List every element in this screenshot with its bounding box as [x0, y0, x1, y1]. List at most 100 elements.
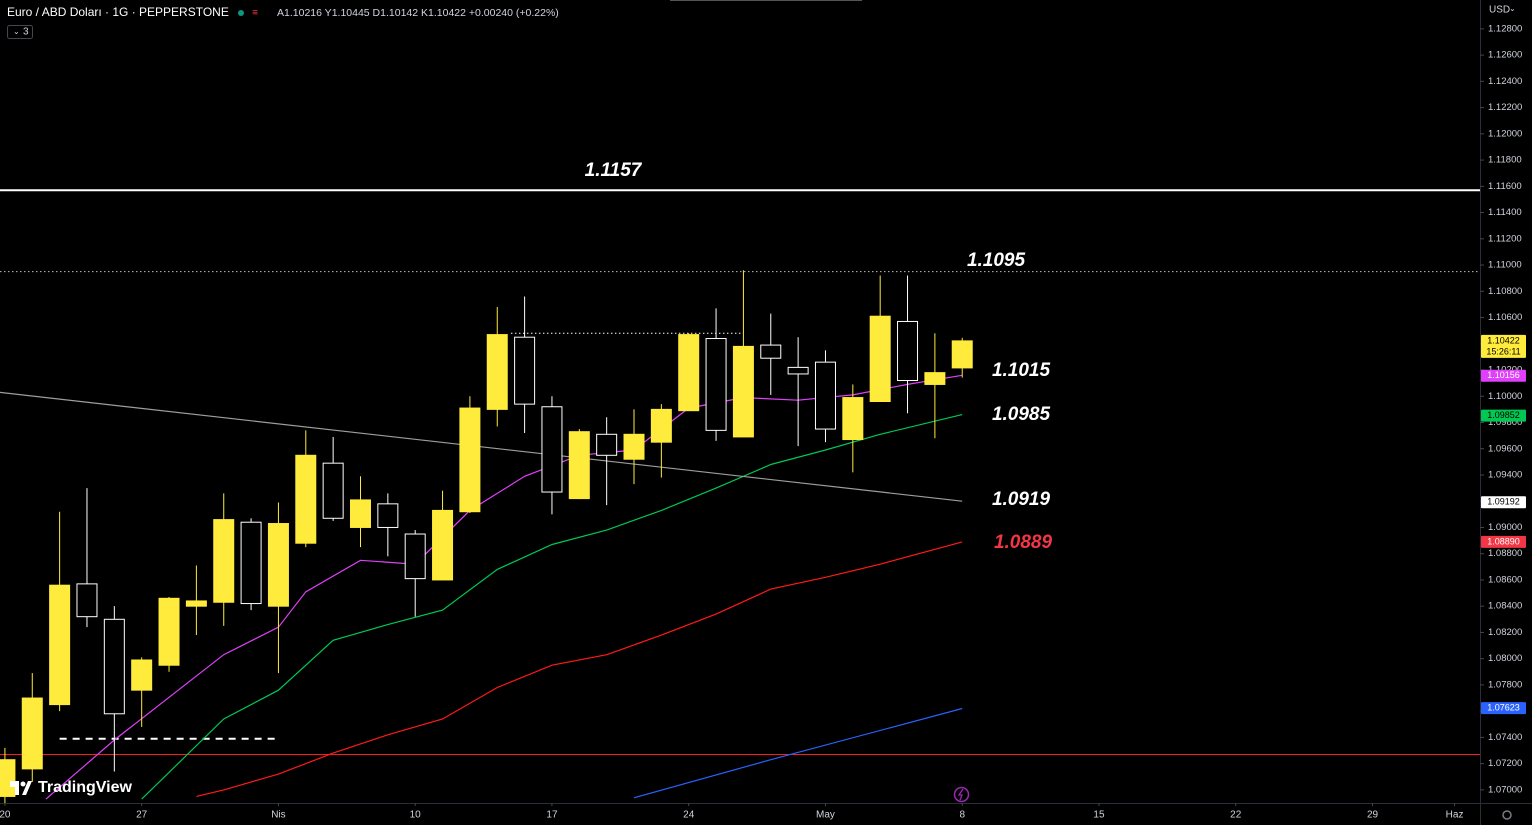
- lightning-glyph: [957, 788, 964, 801]
- y-tick-label: 1.10600: [1488, 312, 1522, 323]
- candle-body: [49, 584, 71, 706]
- lightning-icon[interactable]: [953, 786, 970, 803]
- plot-area: [0, 189, 1480, 803]
- y-tick-label: 1.08800: [1488, 548, 1522, 559]
- candle-body: [678, 334, 700, 412]
- candle-body: [596, 433, 618, 456]
- ohlc-values: A1.10216 Y1.10445 D1.10142 K1.10422 +0.0…: [277, 7, 559, 19]
- y-tick-label: 1.08400: [1488, 601, 1522, 612]
- x-tick-label: 22: [1230, 810, 1242, 821]
- y-tick-label: 1.11400: [1488, 207, 1522, 218]
- price-tag-label: 1.07623: [1487, 703, 1520, 713]
- price-tag: [1481, 409, 1526, 422]
- x-tick-label: 8: [959, 810, 965, 821]
- y-tick-label: 1.12800: [1488, 23, 1522, 34]
- annotation: 1.1015: [992, 360, 1051, 381]
- annotation: 1.0919: [992, 489, 1051, 510]
- x-tick-label: 27: [136, 810, 148, 821]
- price-tag-label: 1.09192: [1487, 497, 1520, 507]
- y-tick-label: 1.11000: [1488, 260, 1522, 271]
- candle-body: [459, 407, 481, 513]
- annotation: 1.0985: [992, 404, 1051, 425]
- y-tick-label: 1.10800: [1488, 286, 1522, 297]
- overlay-layer: 1.1157 1.1095 1.1015 1.0985 1.0919 1.0889: [585, 160, 1053, 553]
- y-tick-label: 1.08200: [1488, 627, 1522, 638]
- candle-body: [185, 600, 207, 607]
- candle-body: [0, 759, 16, 797]
- logo: TradingView: [10, 779, 133, 796]
- y-tick-label: 1.09600: [1488, 443, 1522, 454]
- logo-text: TradingView: [38, 779, 133, 796]
- y-tick-label: 1.09800: [1488, 417, 1522, 428]
- candle-body: [568, 431, 590, 500]
- y-tick-label: 1.11800: [1488, 155, 1522, 166]
- candle-body: [213, 519, 235, 603]
- x-tick-label: 20: [0, 810, 11, 821]
- x-tick-label: May: [816, 810, 835, 821]
- x-tick-label: Haz: [1446, 810, 1464, 821]
- candle-body: [897, 320, 919, 382]
- price-tag-label: 1.10422: [1487, 335, 1520, 345]
- candle-body: [541, 406, 563, 493]
- y-tick-label: 1.12400: [1488, 76, 1522, 87]
- candle-body: [404, 533, 426, 580]
- candle-body: [158, 597, 180, 666]
- price-tag-label: 1.09852: [1487, 410, 1520, 420]
- candle-body: [787, 366, 809, 375]
- y-tick-label: 1.12200: [1488, 102, 1522, 113]
- y-tick-label: 1.09000: [1488, 522, 1522, 533]
- logo-mark: [15, 781, 19, 795]
- indicator-count: 3: [23, 27, 29, 38]
- logo-mark: [22, 781, 32, 795]
- market-status: [238, 10, 244, 16]
- candle-body: [21, 697, 43, 770]
- annotation: 1.1157: [585, 160, 643, 181]
- y-tick-label: 1.11200: [1488, 233, 1522, 244]
- price-tag: [1481, 702, 1526, 715]
- price-tag: [1481, 535, 1526, 548]
- x-tick-label: 10: [410, 810, 422, 821]
- candle-body: [76, 583, 98, 618]
- overlay-line: [141, 414, 963, 800]
- candle-body: [295, 454, 317, 544]
- candle-body: [486, 334, 508, 410]
- y-tick-label: 1.08600: [1488, 574, 1522, 585]
- candle-body: [267, 523, 289, 607]
- y-tick-label: 1.10000: [1488, 391, 1522, 402]
- y-tick-label: 1.08000: [1488, 653, 1522, 664]
- symbol-title[interactable]: Euro / ABD Doları · 1G · PEPPERSTONE: [7, 5, 229, 19]
- candle-body: [322, 462, 344, 519]
- settings-icon[interactable]: [1502, 810, 1512, 820]
- annotation: 1.1095: [967, 250, 1026, 271]
- price-tag: [1481, 369, 1526, 382]
- currency[interactable]: USD: [1489, 5, 1510, 16]
- price-tag: [1481, 334, 1526, 358]
- candle-body: [732, 345, 754, 438]
- y-tick-label: 1.07400: [1488, 732, 1522, 743]
- candle-body: [623, 433, 645, 460]
- candle-body: [103, 618, 125, 715]
- candle-body: [432, 509, 454, 581]
- candle-body: [650, 408, 672, 443]
- overlay-line: [633, 707, 963, 799]
- indicator-toggle[interactable]: [7, 25, 33, 39]
- y-tick-label: 1.07200: [1488, 758, 1522, 769]
- x-tick-label: Nis: [271, 810, 285, 821]
- annotation: 1.0889: [994, 532, 1053, 553]
- candle-body: [705, 338, 727, 431]
- y-tick-label: 1.09400: [1488, 469, 1522, 480]
- logo-mark: [10, 781, 19, 787]
- x-tick-label: 17: [546, 810, 558, 821]
- candle-body: [814, 361, 836, 430]
- candle-body: [760, 344, 782, 359]
- overlay-line: [196, 541, 963, 797]
- y-tick-label: 1.07000: [1488, 784, 1522, 795]
- x-tick-label: 24: [683, 810, 695, 821]
- price-tag: [1481, 496, 1526, 509]
- y-tick-label: 1.12600: [1488, 50, 1522, 61]
- candle-body: [349, 499, 371, 528]
- candle-body: [131, 659, 153, 691]
